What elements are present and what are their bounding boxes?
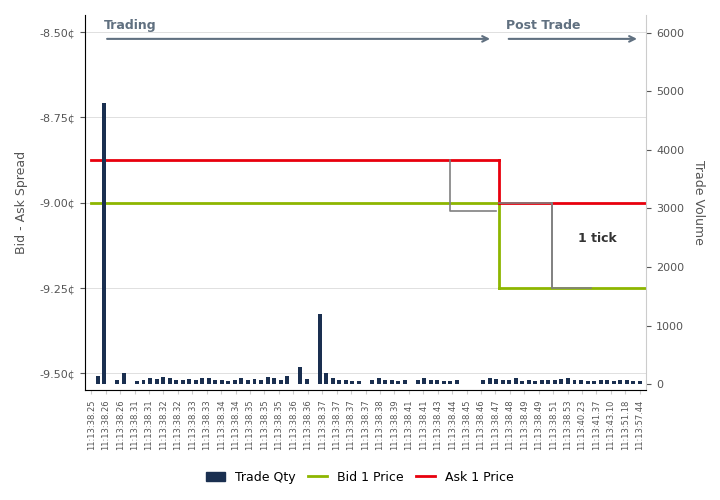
Bar — [507, 380, 511, 384]
Bar — [194, 380, 198, 384]
Bar — [344, 380, 348, 384]
Bar — [494, 379, 498, 384]
Text: Trading: Trading — [104, 19, 157, 32]
Bar — [585, 381, 590, 384]
Bar — [338, 380, 341, 384]
Bar — [455, 380, 459, 384]
Bar — [442, 381, 446, 384]
Bar — [402, 380, 407, 384]
Bar — [521, 381, 524, 384]
Bar — [168, 378, 171, 384]
Bar — [357, 382, 361, 384]
Bar — [625, 380, 629, 384]
Bar — [266, 378, 269, 384]
Bar — [213, 380, 217, 384]
Bar — [102, 103, 107, 384]
Bar — [598, 380, 603, 384]
Bar — [142, 380, 145, 384]
Bar — [155, 379, 158, 384]
Bar — [233, 380, 237, 384]
Bar — [187, 379, 191, 384]
Bar — [631, 381, 635, 384]
Bar — [246, 380, 250, 384]
Bar — [514, 378, 518, 384]
Text: Post Trade: Post Trade — [506, 19, 580, 32]
Bar — [259, 380, 263, 384]
Bar — [200, 378, 204, 384]
Bar — [135, 381, 139, 384]
Bar — [253, 379, 256, 384]
Bar — [579, 380, 583, 384]
Bar — [390, 380, 394, 384]
Bar — [240, 378, 243, 384]
Bar — [331, 378, 335, 384]
Bar — [181, 380, 184, 384]
Bar — [96, 376, 100, 384]
Bar — [638, 382, 642, 384]
Bar — [396, 381, 400, 384]
Bar — [305, 379, 309, 384]
Bar — [298, 367, 302, 384]
Bar — [534, 382, 537, 384]
Bar — [370, 380, 374, 384]
Bar — [572, 380, 577, 384]
Bar — [325, 372, 328, 384]
Bar — [481, 380, 485, 384]
Bar — [618, 380, 622, 384]
Bar — [423, 378, 426, 384]
Y-axis label: Bid - Ask Spread: Bid - Ask Spread — [15, 151, 28, 254]
Bar — [272, 378, 276, 384]
Bar — [606, 380, 609, 384]
Bar — [449, 382, 452, 384]
Bar — [612, 381, 616, 384]
Bar — [566, 378, 570, 384]
Bar — [122, 372, 126, 384]
Bar — [527, 380, 531, 384]
Bar — [279, 380, 282, 384]
Bar — [429, 380, 433, 384]
Bar — [592, 382, 596, 384]
Bar — [318, 314, 322, 384]
Bar — [161, 378, 165, 384]
Bar — [553, 380, 557, 384]
Bar — [546, 380, 550, 384]
Bar — [351, 381, 354, 384]
Bar — [540, 380, 544, 384]
Bar — [207, 378, 211, 384]
Y-axis label: Trade Volume: Trade Volume — [692, 160, 705, 245]
Bar — [436, 380, 439, 384]
Bar — [115, 380, 120, 384]
Bar — [415, 380, 420, 384]
Text: 1 tick: 1 tick — [577, 232, 616, 245]
Bar — [487, 378, 492, 384]
Bar — [174, 380, 178, 384]
Bar — [285, 376, 289, 384]
Bar — [377, 378, 381, 384]
Bar — [226, 381, 230, 384]
Bar — [500, 380, 505, 384]
Bar — [220, 380, 224, 384]
Bar — [383, 380, 387, 384]
Legend: Trade Qty, Bid 1 Price, Ask 1 Price: Trade Qty, Bid 1 Price, Ask 1 Price — [202, 466, 518, 489]
Bar — [559, 379, 563, 384]
Bar — [148, 378, 152, 384]
